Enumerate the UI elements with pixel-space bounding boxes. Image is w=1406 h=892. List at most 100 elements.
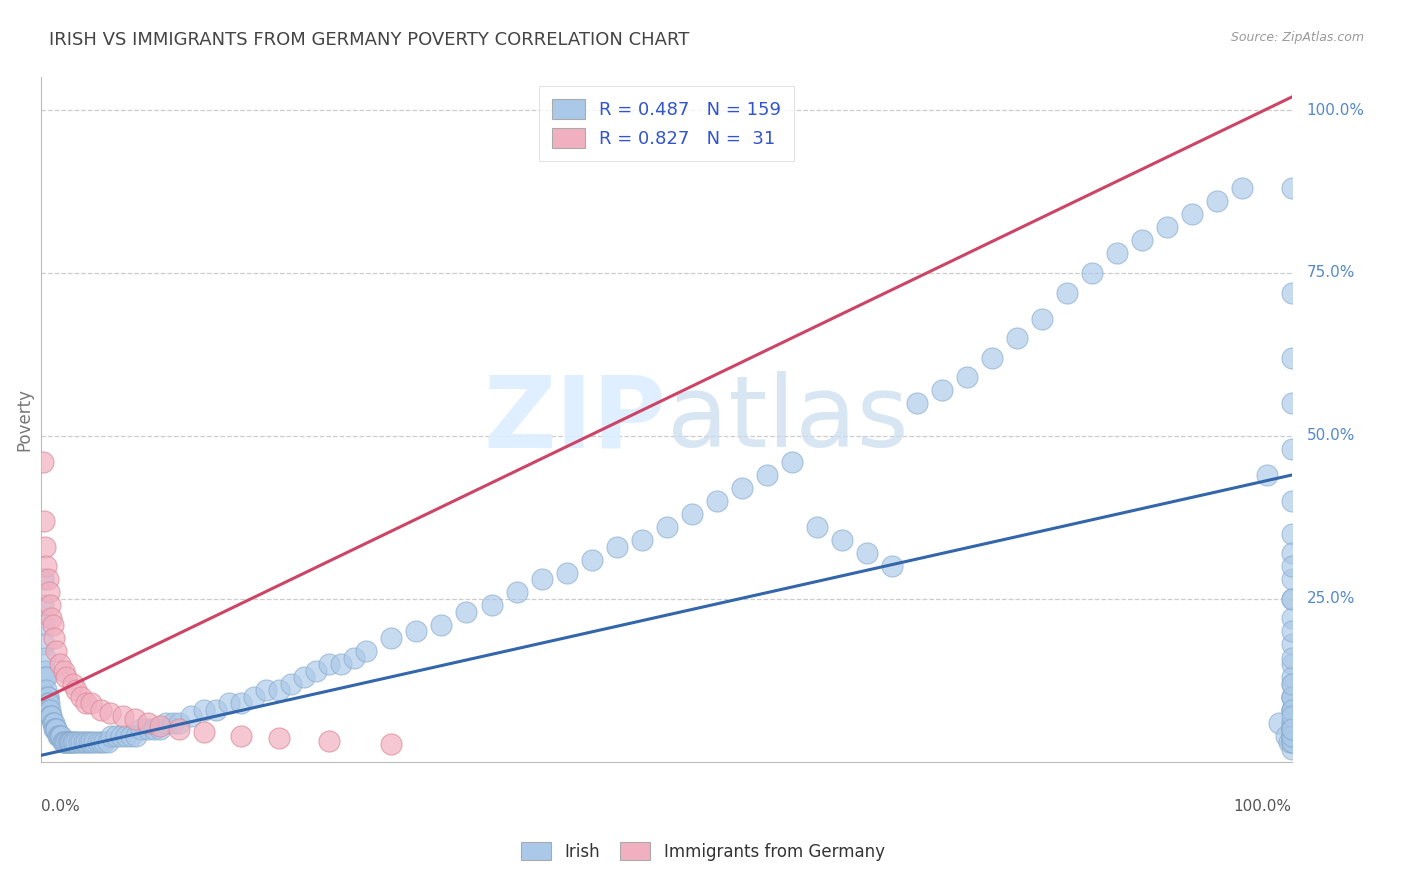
Point xyxy=(730,481,752,495)
Point xyxy=(124,713,146,727)
Point xyxy=(655,520,678,534)
Point xyxy=(90,703,112,717)
Point xyxy=(37,572,59,586)
Point xyxy=(39,599,62,613)
Point xyxy=(243,690,266,704)
Point xyxy=(167,715,190,730)
Point xyxy=(1105,246,1128,260)
Point xyxy=(70,735,93,749)
Point xyxy=(70,690,93,704)
Point xyxy=(1281,650,1303,665)
Point xyxy=(120,729,142,743)
Text: 0.0%: 0.0% xyxy=(41,799,80,814)
Point xyxy=(505,585,527,599)
Point xyxy=(80,696,103,710)
Point xyxy=(1281,396,1303,410)
Point xyxy=(32,637,55,651)
Point xyxy=(1281,741,1303,756)
Point xyxy=(205,703,228,717)
Point xyxy=(267,683,290,698)
Text: ZIP: ZIP xyxy=(484,371,666,468)
Point xyxy=(60,735,83,749)
Point xyxy=(41,715,63,730)
Point xyxy=(855,546,877,560)
Point xyxy=(56,735,79,749)
Point xyxy=(136,715,159,730)
Point xyxy=(46,729,69,743)
Point xyxy=(1281,591,1303,606)
Point xyxy=(38,696,60,710)
Point xyxy=(267,731,290,746)
Point xyxy=(53,735,76,749)
Point xyxy=(555,566,578,580)
Point xyxy=(1268,715,1291,730)
Point xyxy=(1281,729,1303,743)
Point xyxy=(1281,690,1303,704)
Point xyxy=(931,384,953,398)
Point xyxy=(1281,729,1303,743)
Point xyxy=(41,709,63,723)
Point xyxy=(42,715,65,730)
Text: IRISH VS IMMIGRANTS FROM GERMANY POVERTY CORRELATION CHART: IRISH VS IMMIGRANTS FROM GERMANY POVERTY… xyxy=(49,31,689,49)
Point xyxy=(35,559,58,574)
Point xyxy=(1281,690,1303,704)
Point xyxy=(905,396,928,410)
Point xyxy=(606,540,628,554)
Point xyxy=(231,696,253,710)
Point xyxy=(63,735,86,749)
Point xyxy=(73,735,96,749)
Point xyxy=(1281,657,1303,671)
Point xyxy=(34,650,56,665)
Point xyxy=(1281,729,1303,743)
Point xyxy=(1281,703,1303,717)
Point xyxy=(155,715,177,730)
Point xyxy=(41,618,63,632)
Point xyxy=(880,559,903,574)
Text: 100.0%: 100.0% xyxy=(1306,103,1365,118)
Point xyxy=(1005,331,1028,345)
Point xyxy=(41,709,63,723)
Point xyxy=(39,709,62,723)
Point xyxy=(52,735,75,749)
Point xyxy=(38,585,60,599)
Point xyxy=(956,370,979,384)
Point xyxy=(1281,735,1303,749)
Point xyxy=(430,618,453,632)
Point xyxy=(530,572,553,586)
Point xyxy=(97,735,120,749)
Point xyxy=(31,455,53,469)
Point xyxy=(1281,703,1303,717)
Point xyxy=(83,735,105,749)
Point xyxy=(37,690,59,704)
Point xyxy=(1281,722,1303,736)
Point xyxy=(38,703,60,717)
Text: Source: ZipAtlas.com: Source: ZipAtlas.com xyxy=(1230,31,1364,45)
Point xyxy=(149,722,172,736)
Point xyxy=(45,644,67,658)
Legend: Irish, Immigrants from Germany: Irish, Immigrants from Germany xyxy=(515,836,891,868)
Point xyxy=(45,722,67,736)
Point xyxy=(193,725,215,739)
Point xyxy=(280,676,302,690)
Point xyxy=(37,696,59,710)
Point xyxy=(1281,676,1303,690)
Point xyxy=(75,735,97,749)
Text: atlas: atlas xyxy=(666,371,908,468)
Point xyxy=(1281,715,1303,730)
Point xyxy=(41,611,63,625)
Text: 100.0%: 100.0% xyxy=(1234,799,1292,814)
Point xyxy=(1281,735,1303,749)
Point xyxy=(45,722,67,736)
Legend: R = 0.487   N = 159, R = 0.827   N =  31: R = 0.487 N = 159, R = 0.827 N = 31 xyxy=(540,87,793,161)
Point xyxy=(149,719,172,733)
Point xyxy=(49,729,72,743)
Point xyxy=(292,670,315,684)
Point xyxy=(1281,709,1303,723)
Point xyxy=(706,494,728,508)
Point xyxy=(1205,194,1227,209)
Point xyxy=(218,696,240,710)
Point xyxy=(1281,181,1303,195)
Point xyxy=(75,696,97,710)
Point xyxy=(330,657,353,671)
Point xyxy=(456,605,478,619)
